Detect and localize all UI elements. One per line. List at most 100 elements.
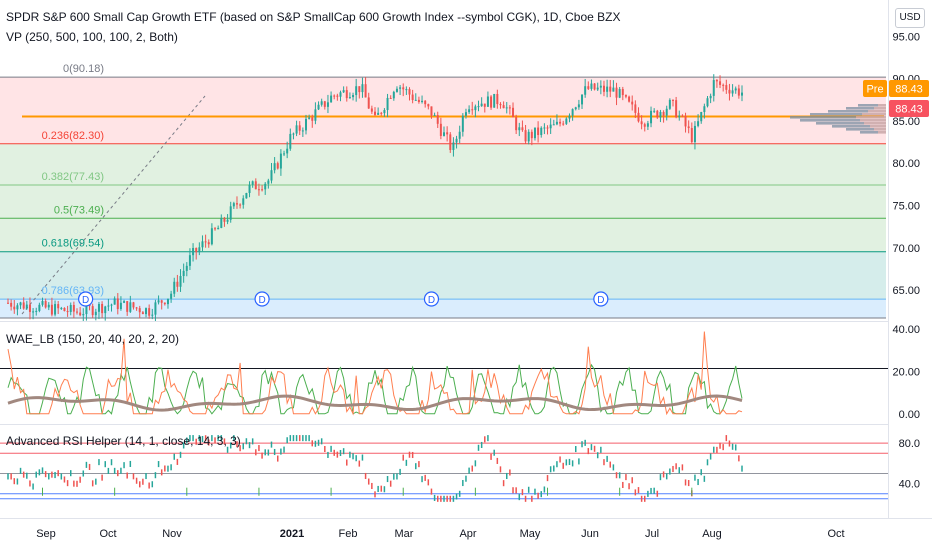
- price-axis[interactable]: 95.0090.0085.0080.0075.0070.0065.0040.00…: [892, 31, 920, 490]
- fib-band: [0, 77, 886, 144]
- candle-body: [571, 109, 574, 116]
- candle-body: [32, 311, 35, 313]
- candle-body: [367, 97, 370, 109]
- volume-profile-bar: [846, 128, 874, 131]
- candle-body: [728, 89, 731, 94]
- candle-body: [461, 115, 464, 132]
- candle-body: [35, 310, 38, 312]
- candle-body: [232, 203, 235, 207]
- candle-body: [386, 97, 389, 111]
- wae-indicator-label: WAE_LB (150, 20, 40, 20, 2, 20): [6, 332, 179, 346]
- time-tick-label: Oct: [99, 528, 116, 540]
- candle-body: [314, 109, 317, 121]
- candle-body: [22, 302, 25, 309]
- pre-price: 88.43: [895, 84, 923, 96]
- volume-profile-bar: [874, 107, 886, 110]
- candle-body: [524, 130, 527, 142]
- candle-body: [474, 106, 477, 111]
- candle-body: [392, 91, 395, 99]
- candle-body: [94, 311, 97, 316]
- candle-body: [63, 307, 66, 312]
- candle-body: [646, 123, 649, 127]
- candle-body: [631, 101, 634, 105]
- candle-body: [439, 123, 442, 136]
- candle-body: [606, 86, 609, 92]
- candle-body: [653, 110, 656, 112]
- volume-profile-bar: [860, 119, 886, 122]
- rsi-pane[interactable]: Advanced RSI Helper (14, 1, close, 14, 3…: [0, 434, 888, 502]
- time-axis[interactable]: Sep Oct Nov 2021 Feb Mar Apr May Jun Jul Aug Oct: [36, 528, 844, 540]
- candle-body: [668, 99, 671, 109]
- candle-body: [279, 153, 282, 169]
- price-candles: [7, 74, 743, 322]
- wae-pane[interactable]: WAE_LB (150, 20, 40, 20, 2, 20): [0, 331, 888, 416]
- candle-body: [198, 247, 201, 253]
- candle-body: [16, 305, 19, 310]
- wae-series: [7, 331, 743, 416]
- candle-body: [320, 101, 323, 105]
- wae-signal-line: [7, 394, 743, 412]
- volume-profile-bar: [816, 122, 864, 125]
- fib-level-label: 0.382(77.43): [42, 171, 104, 183]
- candle-body: [493, 93, 496, 108]
- fib-level-label: 0(90.18): [63, 63, 104, 75]
- candle-body: [486, 96, 489, 107]
- candle-body: [226, 219, 229, 222]
- candle-body: [443, 132, 446, 136]
- currency-button[interactable]: USD: [895, 8, 925, 28]
- wae-tick-label: 0.00: [899, 409, 920, 421]
- candle-body: [593, 83, 596, 90]
- candle-body: [574, 107, 577, 110]
- dividend-marker-label: D: [82, 295, 89, 306]
- candle-body: [38, 304, 41, 311]
- candle-body: [590, 83, 593, 89]
- candle-body: [559, 121, 562, 124]
- candle-body: [527, 131, 530, 142]
- candle-body: [283, 153, 286, 155]
- candle-body: [565, 118, 568, 124]
- candle-body: [188, 255, 191, 266]
- volume-profile-bar: [878, 131, 886, 134]
- candle-body: [145, 308, 148, 315]
- candle-body: [543, 127, 546, 129]
- fib-level-label: 0.786(63.93): [42, 285, 104, 297]
- candle-body: [330, 95, 333, 103]
- candle-body: [173, 281, 176, 294]
- candle-body: [235, 203, 238, 205]
- volume-profile-bar: [870, 125, 886, 128]
- main-price-pane[interactable]: 0(90.18) 0.236(82.30) 0.382(77.43) 0.5(73.4…: [0, 63, 886, 322]
- candle-body: [587, 86, 590, 89]
- candle-body: [675, 100, 678, 118]
- candle-body: [656, 110, 659, 118]
- candle-body: [50, 304, 53, 315]
- candle-body: [678, 115, 681, 118]
- candle-body: [85, 303, 88, 315]
- candle-body: [154, 302, 157, 315]
- wae-explosion-line: [7, 331, 743, 416]
- candle-body: [374, 111, 376, 115]
- candle-body: [101, 303, 104, 314]
- candle-body: [515, 117, 518, 131]
- candle-body: [25, 304, 28, 309]
- candle-body: [709, 95, 712, 99]
- candle-body: [57, 304, 60, 309]
- candle-body: [712, 80, 715, 96]
- candle-body: [267, 180, 270, 184]
- price-tick-label: 85.00: [892, 116, 920, 128]
- candle-body: [336, 95, 339, 97]
- candle-body: [562, 123, 565, 125]
- candle-body: [715, 80, 718, 82]
- candle-body: [499, 104, 502, 106]
- candle-body: [13, 306, 16, 310]
- candle-body: [264, 183, 267, 190]
- candle-body: [123, 301, 126, 303]
- volume-profile-bar: [862, 113, 886, 116]
- pre-label: Pre: [866, 84, 883, 96]
- candle-body: [217, 227, 220, 230]
- candle-body: [508, 107, 511, 109]
- candle-body: [333, 95, 336, 97]
- volume-profile-bar: [864, 122, 886, 125]
- pre-market-badge: Pre 88.43: [863, 80, 929, 97]
